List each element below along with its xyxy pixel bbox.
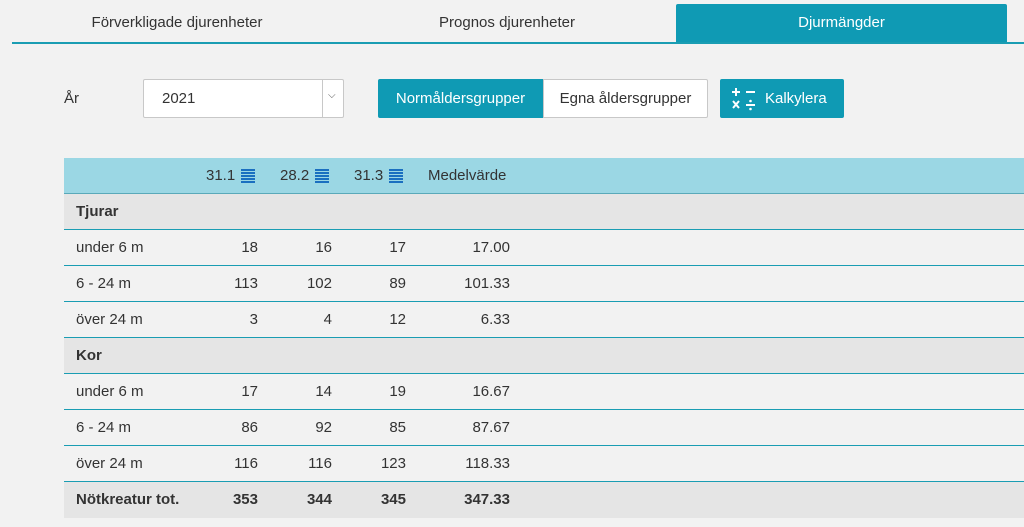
cell-value: 102 (306, 275, 332, 292)
calculate-label: Kalkylera (765, 90, 827, 107)
table-row: 6 - 24 m 113 102 89 101.33 (64, 266, 1024, 302)
tab-realized-animal-units[interactable]: Förverkligade djurenheter (91, 14, 263, 31)
group-label: Kor (76, 347, 102, 364)
sort-lines-icon[interactable] (241, 169, 256, 184)
cell-average: 118.33 (465, 455, 510, 472)
cell-value: 19 (389, 383, 406, 400)
tab-bar: Förverkligade djurenheter Prognos djuren… (12, 0, 1024, 44)
column-header-31-1[interactable]: 31.1 (206, 158, 256, 194)
tab-forecast-animal-units[interactable]: Prognos djurenheter (439, 14, 575, 31)
column-header-label: 28.2 (280, 167, 310, 184)
cell-value: 4 (323, 311, 332, 328)
cell-average: 17.00 (472, 239, 510, 256)
cell-average: 6.33 (480, 311, 510, 328)
cell-value: 16 (315, 239, 332, 256)
table-header: 31.1 28.2 31.3 Medelvärde (64, 158, 1024, 194)
cell-value: 18 (241, 239, 258, 256)
cell-value: 92 (315, 419, 332, 436)
total-label: Nötkreatur tot. (76, 491, 180, 508)
row-label: 6 - 24 m (76, 275, 132, 292)
cell-average: 16.67 (472, 383, 510, 400)
group-row-cows: Kor (64, 338, 1024, 374)
normal-age-groups-button[interactable]: Normåldersgrupper (378, 79, 543, 118)
cell-value: 113 (234, 275, 258, 292)
row-label: 6 - 24 m (76, 419, 132, 436)
total-row: Nötkreatur tot. 353 344 345 347.33 (64, 482, 1024, 518)
sort-lines-icon[interactable] (315, 169, 330, 184)
row-label: över 24 m (76, 455, 143, 472)
total-value: 344 (306, 491, 332, 508)
row-label: under 6 m (76, 239, 144, 256)
cell-value: 116 (234, 455, 258, 472)
cell-value: 89 (389, 275, 406, 292)
table-row: under 6 m 18 16 17 17.00 (64, 230, 1024, 266)
cell-average: 87.67 (472, 419, 510, 436)
year-select[interactable]: 2021 ⌵ (143, 79, 344, 118)
tab-animal-quantities[interactable]: Djurmängder (676, 4, 1007, 42)
cell-average: 101.33 (464, 275, 510, 292)
table-row: under 6 m 17 14 19 16.67 (64, 374, 1024, 410)
chevron-down-icon: ⌵ (328, 90, 336, 101)
year-select-toggle[interactable]: ⌵ (322, 80, 343, 117)
column-header-28-2[interactable]: 28.2 (280, 158, 330, 194)
column-header-31-3[interactable]: 31.3 (354, 158, 404, 194)
cell-value: 14 (315, 383, 332, 400)
cell-value: 86 (241, 419, 258, 436)
group-label: Tjurar (76, 203, 119, 220)
cell-value: 116 (308, 455, 332, 472)
table-row: över 24 m 116 116 123 118.33 (64, 446, 1024, 482)
cell-value: 123 (380, 455, 406, 472)
column-header-label: 31.1 (206, 167, 236, 184)
table-row: 6 - 24 m 86 92 85 87.67 (64, 410, 1024, 446)
total-average: 347.33 (464, 491, 510, 508)
calculate-button[interactable]: Kalkylera (720, 79, 844, 118)
total-value: 353 (232, 491, 258, 508)
own-age-groups-button[interactable]: Egna åldersgrupper (543, 79, 708, 118)
row-label: under 6 m (76, 383, 144, 400)
animal-quantities-table: 31.1 28.2 31.3 Medelvärde Tjurar under 6… (64, 158, 1024, 518)
column-header-label: 31.3 (354, 167, 384, 184)
table-row: över 24 m 3 4 12 6.33 (64, 302, 1024, 338)
sort-lines-icon[interactable] (389, 169, 404, 184)
year-select-value: 2021 (162, 90, 196, 107)
row-label: över 24 m (76, 311, 143, 328)
calculator-icon (732, 88, 755, 111)
cell-value: 85 (389, 419, 406, 436)
total-value: 345 (380, 491, 406, 508)
cell-value: 3 (249, 311, 258, 328)
cell-value: 17 (241, 383, 258, 400)
cell-value: 12 (389, 311, 406, 328)
cell-value: 17 (389, 239, 406, 256)
column-header-average: Medelvärde (428, 167, 507, 184)
year-label: År (64, 90, 79, 107)
group-row-bulls: Tjurar (64, 194, 1024, 230)
